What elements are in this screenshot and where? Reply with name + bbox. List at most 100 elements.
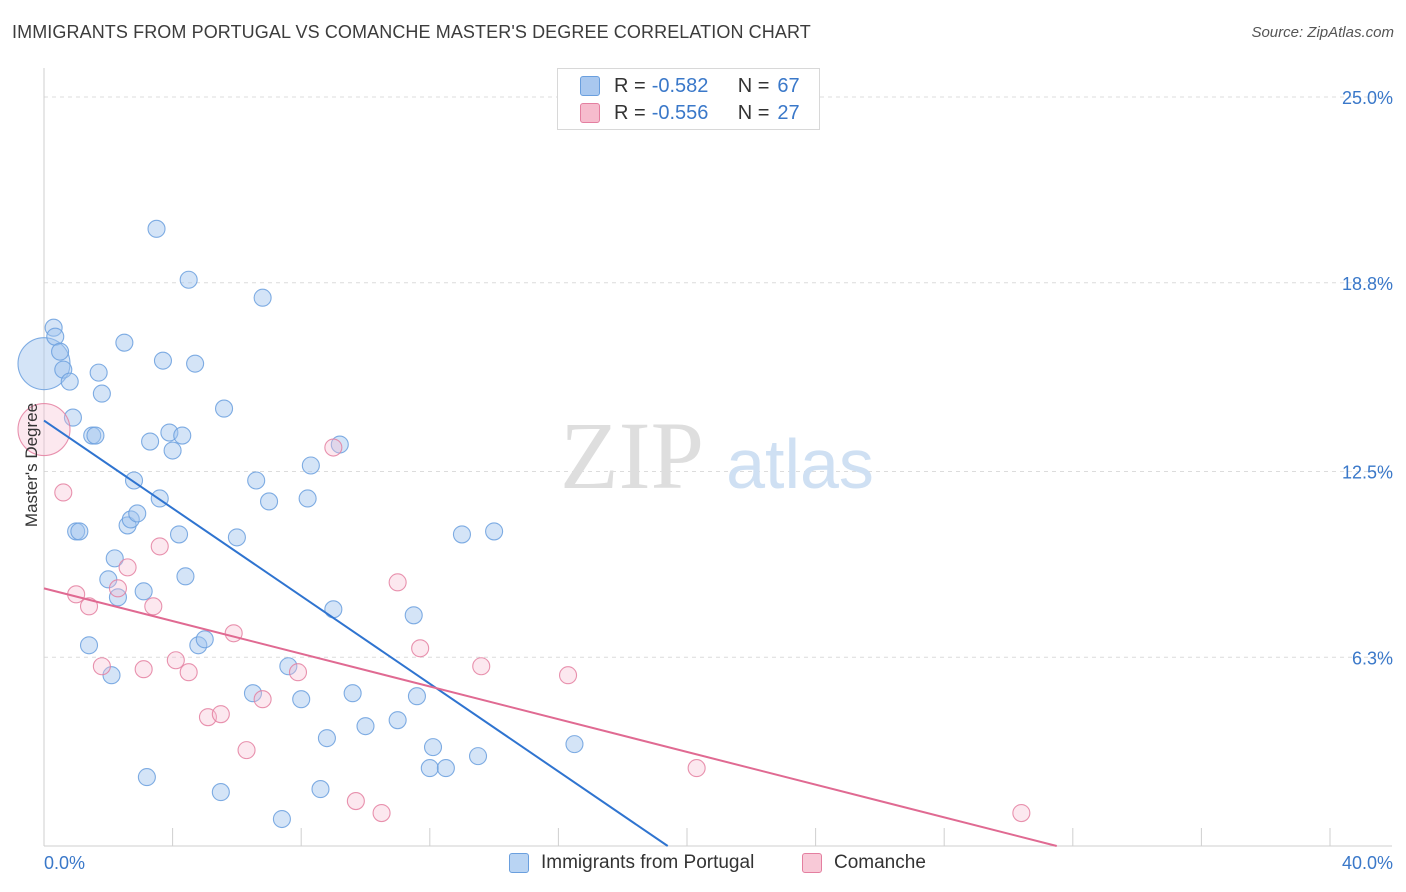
- chart-title: IMMIGRANTS FROM PORTUGAL VS COMANCHE MAS…: [12, 22, 811, 42]
- y-tick-label: 25.0%: [1342, 88, 1393, 108]
- portugal-point: [105, 549, 124, 568]
- portugal-point: [44, 318, 63, 337]
- legend-label-comanche: Comanche: [834, 852, 926, 873]
- comanche-point: [346, 792, 365, 811]
- comanche-point: [687, 759, 706, 778]
- legend-item-comanche[interactable]: Comanche: [802, 852, 926, 874]
- portugal-point: [134, 582, 153, 601]
- portugal-point: [46, 327, 65, 346]
- portugal-point: [565, 735, 584, 754]
- legend-item-portugal[interactable]: Immigrants from Portugal: [509, 852, 754, 874]
- portugal-point: [70, 522, 89, 541]
- portugal-point: [452, 525, 472, 544]
- portugal-point: [186, 354, 205, 373]
- comanche-point: [92, 657, 111, 676]
- y-tick-label: 6.3%: [1352, 648, 1393, 668]
- legend-swatch-portugal: [509, 853, 529, 873]
- comanche-point: [118, 558, 137, 577]
- comanche-point: [288, 663, 308, 682]
- r-label: R =: [614, 74, 646, 97]
- legend-swatch-comanche: [802, 853, 822, 873]
- comanche-point: [388, 573, 407, 592]
- comanche-point: [253, 690, 272, 709]
- portugal-point: [60, 372, 79, 391]
- portugal-point: [141, 432, 160, 451]
- portugal-point: [51, 342, 70, 361]
- portugal-point: [128, 504, 147, 523]
- portugal-point: [468, 747, 488, 766]
- comanche-point: [108, 579, 127, 598]
- portugal-point: [436, 759, 455, 778]
- portugal-point: [404, 606, 423, 625]
- watermark-atlas: atlas: [726, 425, 874, 503]
- legend-swatch-portugal: [580, 76, 600, 96]
- trend-line-comanche: [43, 587, 1057, 847]
- portugal-point: [311, 780, 330, 799]
- watermark: ZIP atlas: [560, 402, 874, 509]
- portugal-point: [388, 711, 407, 730]
- comanche-point: [211, 705, 230, 724]
- portugal-point: [89, 363, 108, 382]
- portugal-point: [279, 657, 298, 676]
- comanche-point: [166, 651, 185, 670]
- portugal-point: [195, 630, 214, 649]
- trend-line-portugal: [43, 419, 669, 847]
- comanche-point: [54, 483, 73, 502]
- comanche-point: [324, 438, 343, 457]
- portugal-point: [420, 759, 439, 778]
- portugal-point: [343, 684, 362, 703]
- portugal-point: [227, 528, 246, 547]
- n-label: N =: [737, 101, 770, 124]
- portugal-point: [485, 522, 504, 541]
- portugal-point: [407, 687, 426, 706]
- legend-label-portugal: Immigrants from Portugal: [541, 852, 755, 873]
- legend-swatch-comanche: [580, 103, 600, 123]
- source-label: Source: ZipAtlas.com: [1251, 24, 1394, 41]
- y-axis-label: Master's Degree: [22, 402, 41, 528]
- n-value: 67: [777, 74, 800, 97]
- x-tick-label: 0.0%: [44, 853, 85, 873]
- portugal-point: [423, 738, 443, 757]
- comanche-point: [472, 657, 491, 676]
- y-tick-label: 18.8%: [1342, 274, 1393, 294]
- legend-row-comanche: R = -0.556 N = 27: [580, 101, 800, 125]
- comanche-point: [17, 403, 71, 457]
- portugal-point: [79, 636, 99, 655]
- r-value: -0.582: [651, 74, 709, 97]
- comanche-point: [179, 663, 198, 682]
- portugal-point: [102, 666, 121, 685]
- portugal-point: [301, 456, 320, 475]
- portugal-point: [99, 570, 118, 589]
- n-value: 27: [777, 101, 800, 124]
- portugal-point: [272, 809, 291, 829]
- tick-labels: 6.3% 12.5% 18.8% 25.0% 0.0% 40.0%: [44, 88, 1393, 873]
- portugal-point: [137, 768, 156, 787]
- portugal-point: [324, 600, 343, 619]
- portugal-point: [115, 333, 134, 352]
- portugal-point: [214, 399, 234, 418]
- comanche-point: [237, 741, 256, 760]
- portugal-point: [153, 351, 173, 370]
- portugal-point: [243, 684, 263, 703]
- axes: [43, 68, 1392, 847]
- legend-row-portugal: R = -0.582 N = 67: [580, 74, 800, 98]
- comanche-point: [372, 803, 391, 823]
- portugal-point: [179, 270, 198, 289]
- legend-series: Immigrants from Portugal Comanche: [0, 852, 1406, 878]
- gridlines: [44, 96, 1392, 658]
- comanche-point: [411, 639, 430, 658]
- portugal-point: [356, 717, 375, 736]
- portugal-point: [147, 219, 166, 238]
- portugal-point: [247, 471, 266, 490]
- portugal-point: [163, 441, 182, 460]
- portugal-point: [298, 489, 317, 508]
- watermark-zip: ZIP: [560, 402, 704, 509]
- comanche-point: [134, 660, 153, 679]
- comanche-point: [1012, 803, 1031, 823]
- scatter-points: [17, 219, 1031, 829]
- portugal-point: [211, 783, 230, 802]
- portugal-point: [176, 567, 195, 586]
- portugal-point: [173, 426, 192, 445]
- r-label: R =: [614, 101, 646, 124]
